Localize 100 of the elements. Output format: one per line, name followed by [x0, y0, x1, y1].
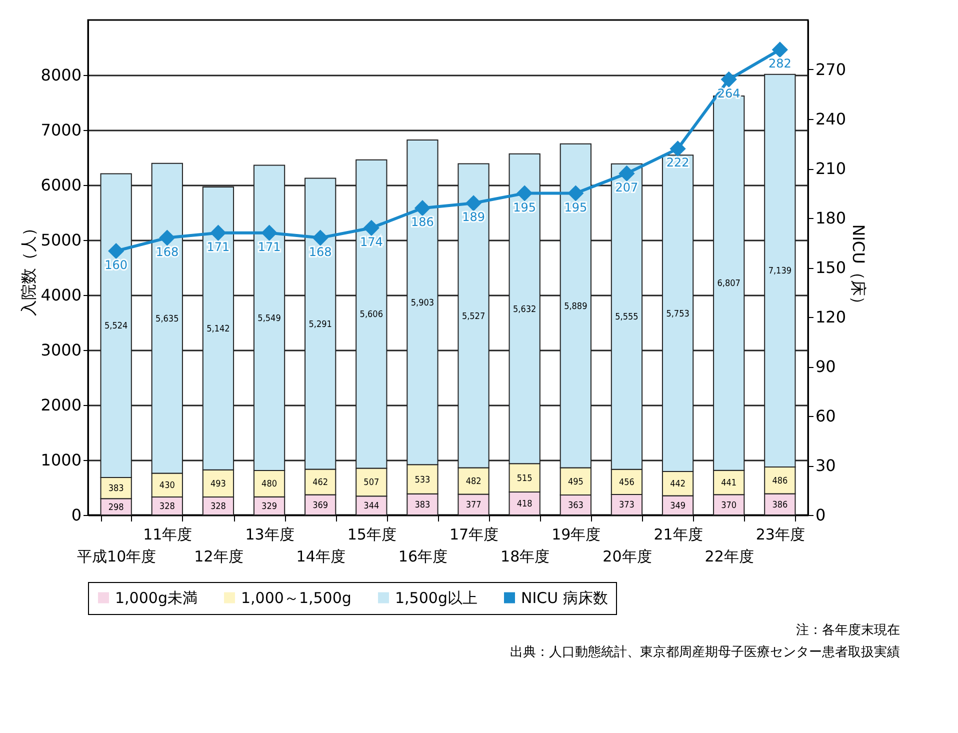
y-tick-label: 6000 [40, 176, 82, 194]
data-label: 186 [411, 215, 434, 230]
y2-tick-label: 180 [816, 208, 846, 228]
data-label: 5,889 [564, 302, 588, 312]
data-label: 383 [414, 500, 430, 510]
y2-tick-label: 210 [816, 159, 846, 178]
data-label: 5,549 [258, 314, 281, 324]
point [618, 165, 635, 182]
data-label: 5,632 [513, 304, 536, 315]
data-label: 171 [206, 240, 230, 254]
data-label: 493 [210, 479, 226, 490]
x-tick-label: 22年度 [704, 548, 754, 566]
data-label: 189 [462, 210, 485, 224]
data-label: 174 [360, 234, 383, 249]
data-label: 386 [772, 500, 788, 510]
data-label: 168 [156, 244, 179, 259]
data-label: 282 [768, 56, 792, 71]
data-label: 222 [666, 156, 690, 170]
data-label: 480 [262, 480, 278, 490]
y-tick-label: 1000 [40, 450, 82, 470]
data-label: 7,139 [768, 266, 792, 277]
x-tick-label: 11年度 [143, 526, 192, 544]
text: 注：各年度末現在 [795, 622, 900, 640]
data-label: 495 [568, 477, 584, 488]
y2-tick-label: 270 [816, 60, 846, 79]
y2-tick-label: 240 [816, 110, 846, 128]
data-label: 195 [513, 200, 536, 214]
y-tick-label: 0 [71, 506, 82, 524]
data-label: 486 [772, 476, 788, 486]
y2-tick-label: 90 [816, 357, 836, 376]
point [720, 71, 737, 88]
y2-tick-label: 0 [816, 506, 826, 524]
data-label: 482 [466, 477, 482, 488]
y-tick-label: 8000 [40, 66, 82, 84]
x-tick-label: 15年度 [347, 526, 396, 544]
data-label: 383 [108, 484, 124, 494]
data-label: 349 [670, 501, 686, 512]
data-label: 207 [615, 180, 638, 194]
y2-axis-title: NICU（床） [849, 224, 868, 312]
y-tick-label: 4000 [40, 286, 82, 304]
data-label: 462 [312, 478, 328, 488]
data-label: 370 [721, 500, 737, 511]
data-label: 507 [364, 478, 380, 488]
data-label: 6,807 [717, 279, 740, 290]
source-note: 出典：人口動態統計、東京都周産期母子医療センター患者取扱実績 [509, 644, 900, 662]
data-label: 160 [104, 258, 128, 272]
point [465, 195, 482, 212]
data-label: 369 [312, 500, 328, 511]
x-tick-label: 13年度 [245, 526, 294, 544]
point [568, 185, 584, 202]
data-label: 328 [210, 502, 226, 512]
data-label: 430 [159, 481, 175, 492]
legend-label: 1,000～1,500g [241, 588, 352, 607]
y-tick-label: 2000 [40, 396, 82, 414]
x-tick-label: 19年度 [552, 526, 601, 544]
point [516, 185, 533, 202]
legend-label: 1,000g未満 [115, 588, 198, 607]
data-label: 298 [108, 502, 124, 513]
x-tick-label: 14年度 [296, 548, 346, 566]
point [159, 230, 176, 246]
data-label: 441 [721, 478, 737, 489]
data-label: 363 [568, 501, 584, 512]
x-tick-label: 18年度 [500, 548, 550, 566]
data-label: 5,635 [156, 314, 179, 324]
data-label: 533 [414, 475, 430, 486]
data-label: 171 [258, 240, 281, 254]
x-tick-label: 平成10年度 [77, 548, 156, 566]
y-tick-label: 3000 [40, 340, 82, 360]
data-label: 515 [516, 474, 532, 484]
data-label: 442 [670, 480, 686, 490]
data-label: 168 [308, 244, 332, 259]
y-axis-title: 入院数（人） [18, 220, 38, 316]
x-tick-label: 23年度 [756, 526, 805, 544]
point [210, 224, 226, 241]
data-label: 328 [159, 502, 175, 512]
data-label: 5,555 [615, 312, 638, 323]
data-label: 5,142 [206, 324, 230, 334]
data-label: 344 [364, 502, 380, 512]
point [312, 230, 328, 246]
data-label: 5,606 [360, 310, 383, 320]
y-tick-label: 7000 [40, 120, 82, 140]
y2-tick-label: 120 [816, 308, 846, 326]
data-label: 456 [618, 478, 634, 488]
y2-tick-label: 60 [816, 406, 836, 426]
data-label: 5,527 [462, 312, 486, 322]
legend-label: NICU 病床数 [521, 588, 608, 607]
point [670, 140, 686, 157]
point [772, 42, 788, 58]
data-label: 418 [516, 500, 532, 510]
point [363, 220, 380, 236]
x-tick-label: 17年度 [449, 526, 499, 544]
point [414, 200, 431, 216]
point [261, 224, 278, 241]
data-label: 377 [466, 500, 482, 511]
x-tick-label: 20年度 [602, 548, 652, 566]
data-label: 329 [262, 502, 278, 512]
x-tick-label: 21年度 [654, 526, 703, 544]
y-tick-label: 5000 [40, 230, 82, 250]
data-label: 5,291 [308, 320, 332, 330]
point [108, 242, 124, 260]
